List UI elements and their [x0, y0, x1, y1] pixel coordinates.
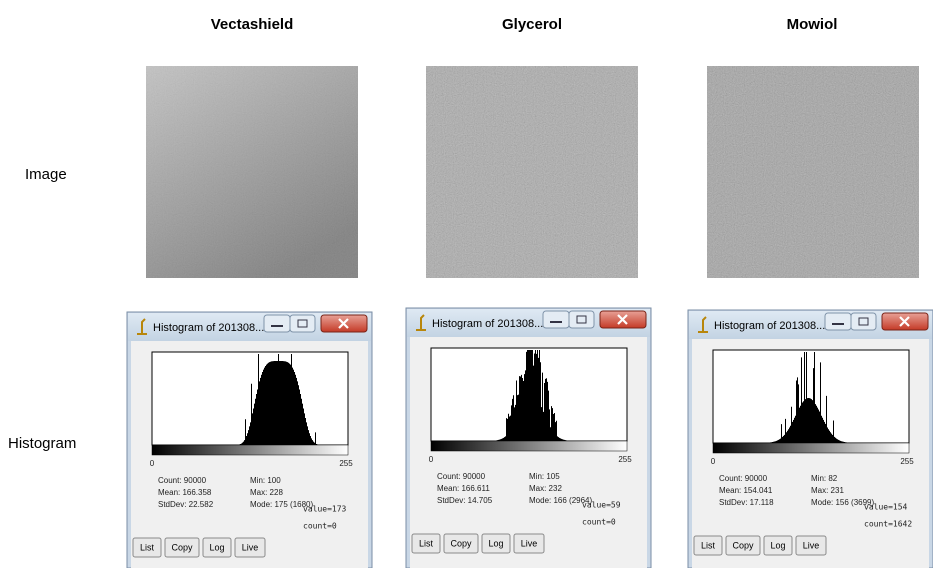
button-label[interactable]: Log	[488, 538, 503, 548]
axis-max-label: 255	[618, 455, 632, 464]
stat-text: StdDev: 22.582	[158, 500, 214, 509]
button-label[interactable]: Log	[770, 540, 785, 550]
window-title: Histogram of 201308...	[432, 318, 543, 330]
button-label[interactable]: List	[419, 538, 434, 548]
button-label[interactable]: Copy	[732, 540, 754, 550]
cursor-value: value=173	[303, 505, 347, 514]
cursor-value: value=154	[864, 503, 908, 512]
gray-ramp	[713, 443, 909, 453]
gray-ramp	[152, 445, 348, 455]
window-title: Histogram of 201308...	[153, 322, 264, 334]
stat-text: Mean: 166.358	[158, 488, 212, 497]
cursor-count: count=1642	[864, 520, 912, 529]
button-label[interactable]: List	[701, 540, 716, 550]
stat-text: Mean: 166.611	[437, 484, 490, 493]
stat-text: Count: 90000	[437, 472, 486, 481]
cursor-count: count=0	[303, 522, 337, 531]
column-heading: Glycerol	[502, 16, 562, 33]
column-heading: Mowiol	[787, 16, 838, 33]
minimize-button[interactable]	[543, 311, 569, 328]
stat-text: Count: 90000	[719, 474, 768, 483]
button-label[interactable]: Live	[242, 542, 259, 552]
cursor-count: count=0	[582, 518, 616, 527]
gray-ramp	[431, 441, 627, 451]
minimize-button[interactable]	[825, 313, 851, 330]
maximize-button[interactable]	[569, 311, 594, 328]
window-title: Histogram of 201308...	[714, 320, 825, 332]
stat-text: Max: 231	[811, 486, 844, 495]
button-label[interactable]: Live	[521, 538, 538, 548]
column-heading: Vectashield	[211, 16, 294, 33]
stat-text: Min: 100	[250, 476, 281, 485]
axis-min-label: 0	[711, 457, 716, 466]
button-label[interactable]: List	[140, 542, 155, 552]
figure: Vectashield Glycerol Mowiol Image Histog…	[0, 0, 933, 568]
button-label[interactable]: Copy	[450, 538, 472, 548]
micrograph	[146, 66, 358, 278]
stat-text: Mean: 154.041	[719, 486, 773, 495]
minimize-button[interactable]	[264, 315, 290, 332]
micrograph	[426, 66, 638, 278]
stat-text: Min: 82	[811, 474, 838, 483]
histogram-window: Histogram of 201308... 0 255 Count: 90000 Me…	[127, 312, 372, 568]
axis-max-label: 255	[339, 459, 353, 468]
stat-text: Min: 105	[529, 472, 560, 481]
maximize-button[interactable]	[290, 315, 315, 332]
button-label[interactable]: Log	[209, 542, 224, 552]
micrograph	[707, 66, 919, 278]
cursor-value: value=59	[582, 501, 621, 510]
button-label[interactable]: Copy	[171, 542, 193, 552]
axis-min-label: 0	[150, 459, 155, 468]
axis-min-label: 0	[429, 455, 434, 464]
stat-text: Count: 90000	[158, 476, 207, 485]
histogram-window: Histogram of 201308... 0 255 Count: 90000 Me…	[688, 310, 933, 568]
stat-text: Max: 228	[250, 488, 283, 497]
stat-text: StdDev: 14.705	[437, 496, 493, 505]
histogram-window: Histogram of 201308... 0 255 Count: 90000 Me…	[406, 308, 651, 568]
stat-text: Max: 232	[529, 484, 562, 493]
axis-max-label: 255	[900, 457, 914, 466]
row-label: Histogram	[8, 435, 76, 452]
maximize-button[interactable]	[851, 313, 876, 330]
stat-text: StdDev: 17.118	[719, 498, 774, 507]
row-label: Image	[25, 166, 67, 183]
button-label[interactable]: Live	[803, 540, 820, 550]
